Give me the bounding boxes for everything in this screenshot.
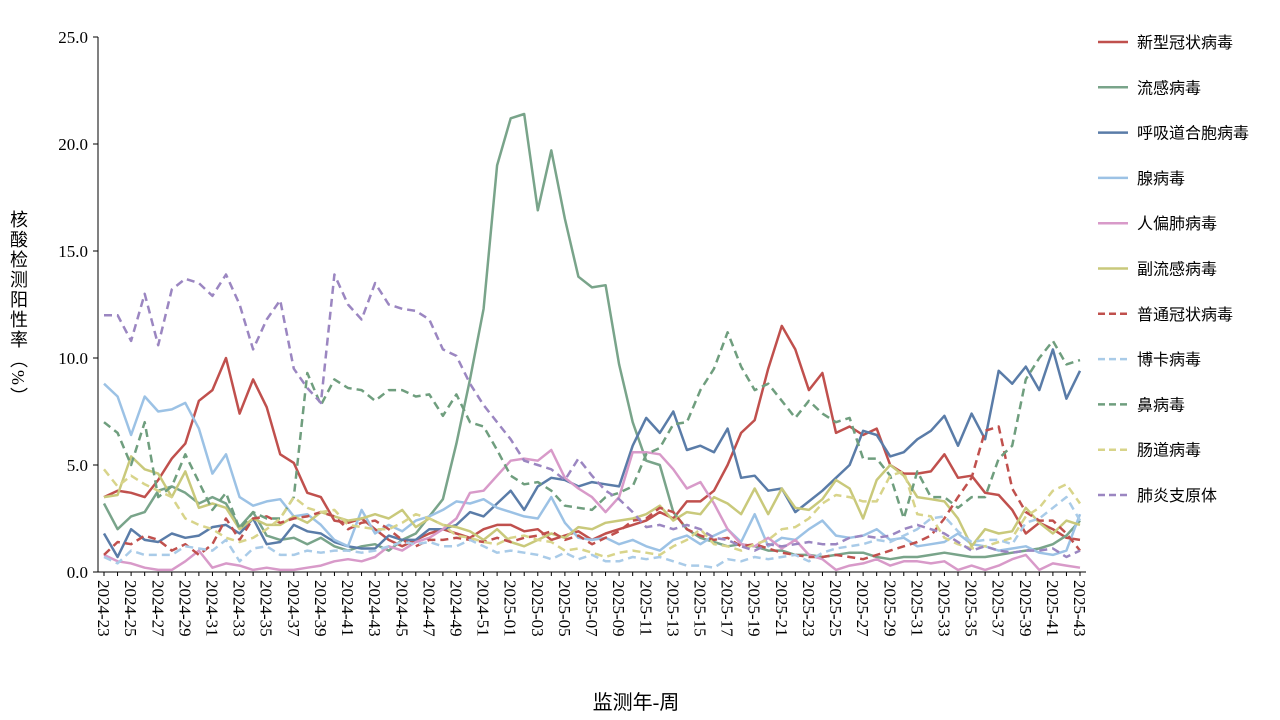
series-line — [102, 112, 1081, 561]
x-tick-label: 2025-39 — [1016, 580, 1035, 637]
x-tick-label: 2025-05 — [555, 580, 574, 637]
x-tick-label: 2025-41 — [1043, 580, 1062, 637]
x-tick-label: 2025-33 — [934, 580, 953, 637]
x-tick-label: 2024-35 — [257, 580, 276, 637]
x-tick-label: 2024-23 — [94, 580, 113, 637]
x-tick-label: 2025-31 — [907, 580, 926, 637]
x-tick-label: 2025-37 — [989, 580, 1008, 637]
x-tick-label: 2025-27 — [853, 580, 872, 637]
x-tick-label: 2025-25 — [826, 580, 845, 637]
x-tick-label: 2024-31 — [202, 580, 221, 637]
y-tick-label: 5.0 — [67, 456, 88, 475]
x-tick-label: 2024-27 — [148, 580, 167, 637]
series-line — [104, 273, 1081, 559]
legend-label: 肠道病毒 — [1137, 442, 1201, 460]
x-tick-label: 2025-01 — [501, 580, 520, 637]
legend-label: 肺炎支原体 — [1137, 487, 1217, 505]
x-tick-label: 2025-19 — [745, 580, 764, 637]
x-tick-label: 2024-45 — [392, 580, 411, 637]
legend-label: 流感病毒 — [1137, 79, 1201, 97]
x-tick-label: 2025-23 — [799, 580, 818, 637]
x-tick-label: 2024-47 — [419, 580, 438, 637]
x-tick-label: 2025-35 — [962, 580, 981, 637]
series-line — [103, 331, 1081, 531]
x-tick-label: 2025-29 — [880, 580, 899, 637]
y-tick-label: 15.0 — [58, 242, 88, 261]
x-tick-label: 2024-39 — [311, 580, 330, 637]
legend-label: 普通冠状病毒 — [1137, 306, 1233, 324]
legend-label: 博卡病毒 — [1137, 351, 1201, 369]
x-tick-label: 2025-03 — [528, 580, 547, 637]
x-tick-label: 2024-29 — [175, 580, 194, 637]
series-line — [103, 495, 1082, 569]
series-line — [103, 468, 1082, 559]
x-tick-label: 2024-43 — [365, 580, 384, 637]
series-line — [102, 348, 1082, 559]
x-tick-label: 2025-21 — [772, 580, 791, 637]
x-tick-label: 2025-13 — [663, 580, 682, 637]
x-tick-label: 2024-49 — [446, 580, 465, 637]
x-tick-label: 2024-25 — [121, 580, 140, 637]
x-tick-label: 2025-17 — [718, 580, 737, 637]
y-tick-label: 25.0 — [58, 28, 88, 47]
y-tick-label: 10.0 — [58, 349, 88, 368]
legend-label: 副流感病毒 — [1137, 261, 1217, 279]
series-line — [103, 382, 1082, 557]
series-line — [103, 425, 1081, 561]
legend-label: 呼吸道合胞病毒 — [1137, 125, 1249, 143]
legend-label: 鼻病毒 — [1137, 396, 1185, 414]
x-tick-label: 2025-09 — [609, 580, 628, 637]
series-line — [103, 455, 1081, 548]
y-tick-label: 20.0 — [58, 135, 88, 154]
x-tick-label: 2025-07 — [582, 580, 601, 637]
x-tick-label: 2024-37 — [284, 580, 303, 637]
series-line — [103, 448, 1081, 572]
legend-label: 腺病毒 — [1137, 170, 1185, 188]
x-tick-label: 2025-15 — [690, 580, 709, 637]
x-axis-title: 监测年-周 — [593, 691, 680, 714]
legend-label: 人偏肺病毒 — [1137, 215, 1217, 233]
x-tick-label: 2024-41 — [338, 580, 357, 637]
x-tick-label: 2024-51 — [474, 580, 493, 637]
x-tick-label: 2024-33 — [230, 580, 249, 637]
y-axis-title: 核酸检测阳性率（%） — [8, 210, 28, 407]
legend-label: 新型冠状病毒 — [1137, 34, 1233, 52]
x-tick-label: 2025-11 — [636, 580, 655, 636]
x-tick-label: 2025-43 — [1070, 580, 1089, 637]
y-tick-label: 0.0 — [67, 563, 88, 582]
